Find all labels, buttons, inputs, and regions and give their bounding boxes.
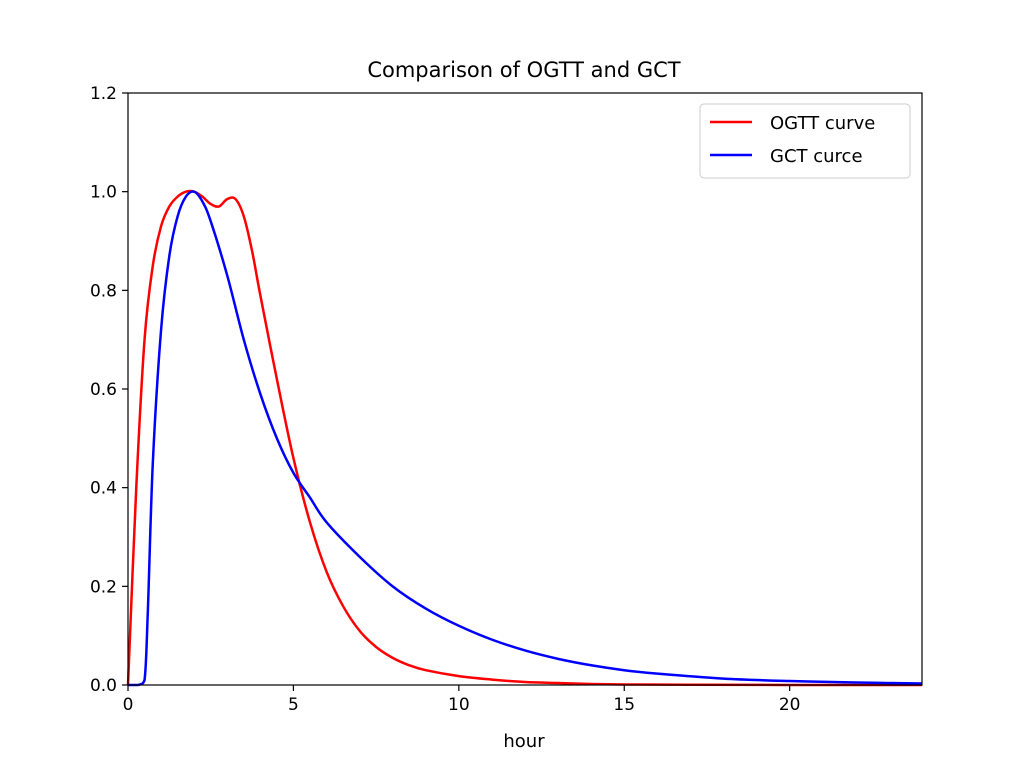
x-tick-label: 15 <box>613 695 635 715</box>
y-tick-label: 0.6 <box>90 380 117 400</box>
y-tick-label: 0.8 <box>90 281 117 301</box>
series-line-ogtt <box>126 189 923 687</box>
legend-label-gct: GCT curce <box>770 146 863 167</box>
y-tick-label: 1.2 <box>90 84 117 104</box>
legend-box <box>699 103 911 179</box>
legend-label-ogtt: OGTT curve <box>770 113 875 134</box>
x-tick-label: 20 <box>779 695 801 715</box>
y-tick-label: 1.0 <box>90 183 117 203</box>
x-axis: 0 5 10 15 20 <box>123 685 801 715</box>
legend: OGTT curve GCT curce <box>699 103 911 179</box>
y-tick-label: 0.2 <box>90 577 117 597</box>
x-tick-label: 10 <box>448 695 470 715</box>
y-tick-label: 0.0 <box>90 676 117 696</box>
x-axis-label: hour <box>503 731 545 752</box>
series-layer <box>126 189 923 687</box>
y-tick-label: 0.4 <box>90 479 117 499</box>
x-tick-label: 5 <box>288 695 299 715</box>
chart-title: Comparison of OGTT and GCT <box>367 58 680 82</box>
y-axis: 0.0 0.2 0.4 0.6 0.8 1.0 1.2 <box>90 84 128 696</box>
series-line-gct <box>127 190 923 687</box>
x-tick-label: 0 <box>123 695 134 715</box>
